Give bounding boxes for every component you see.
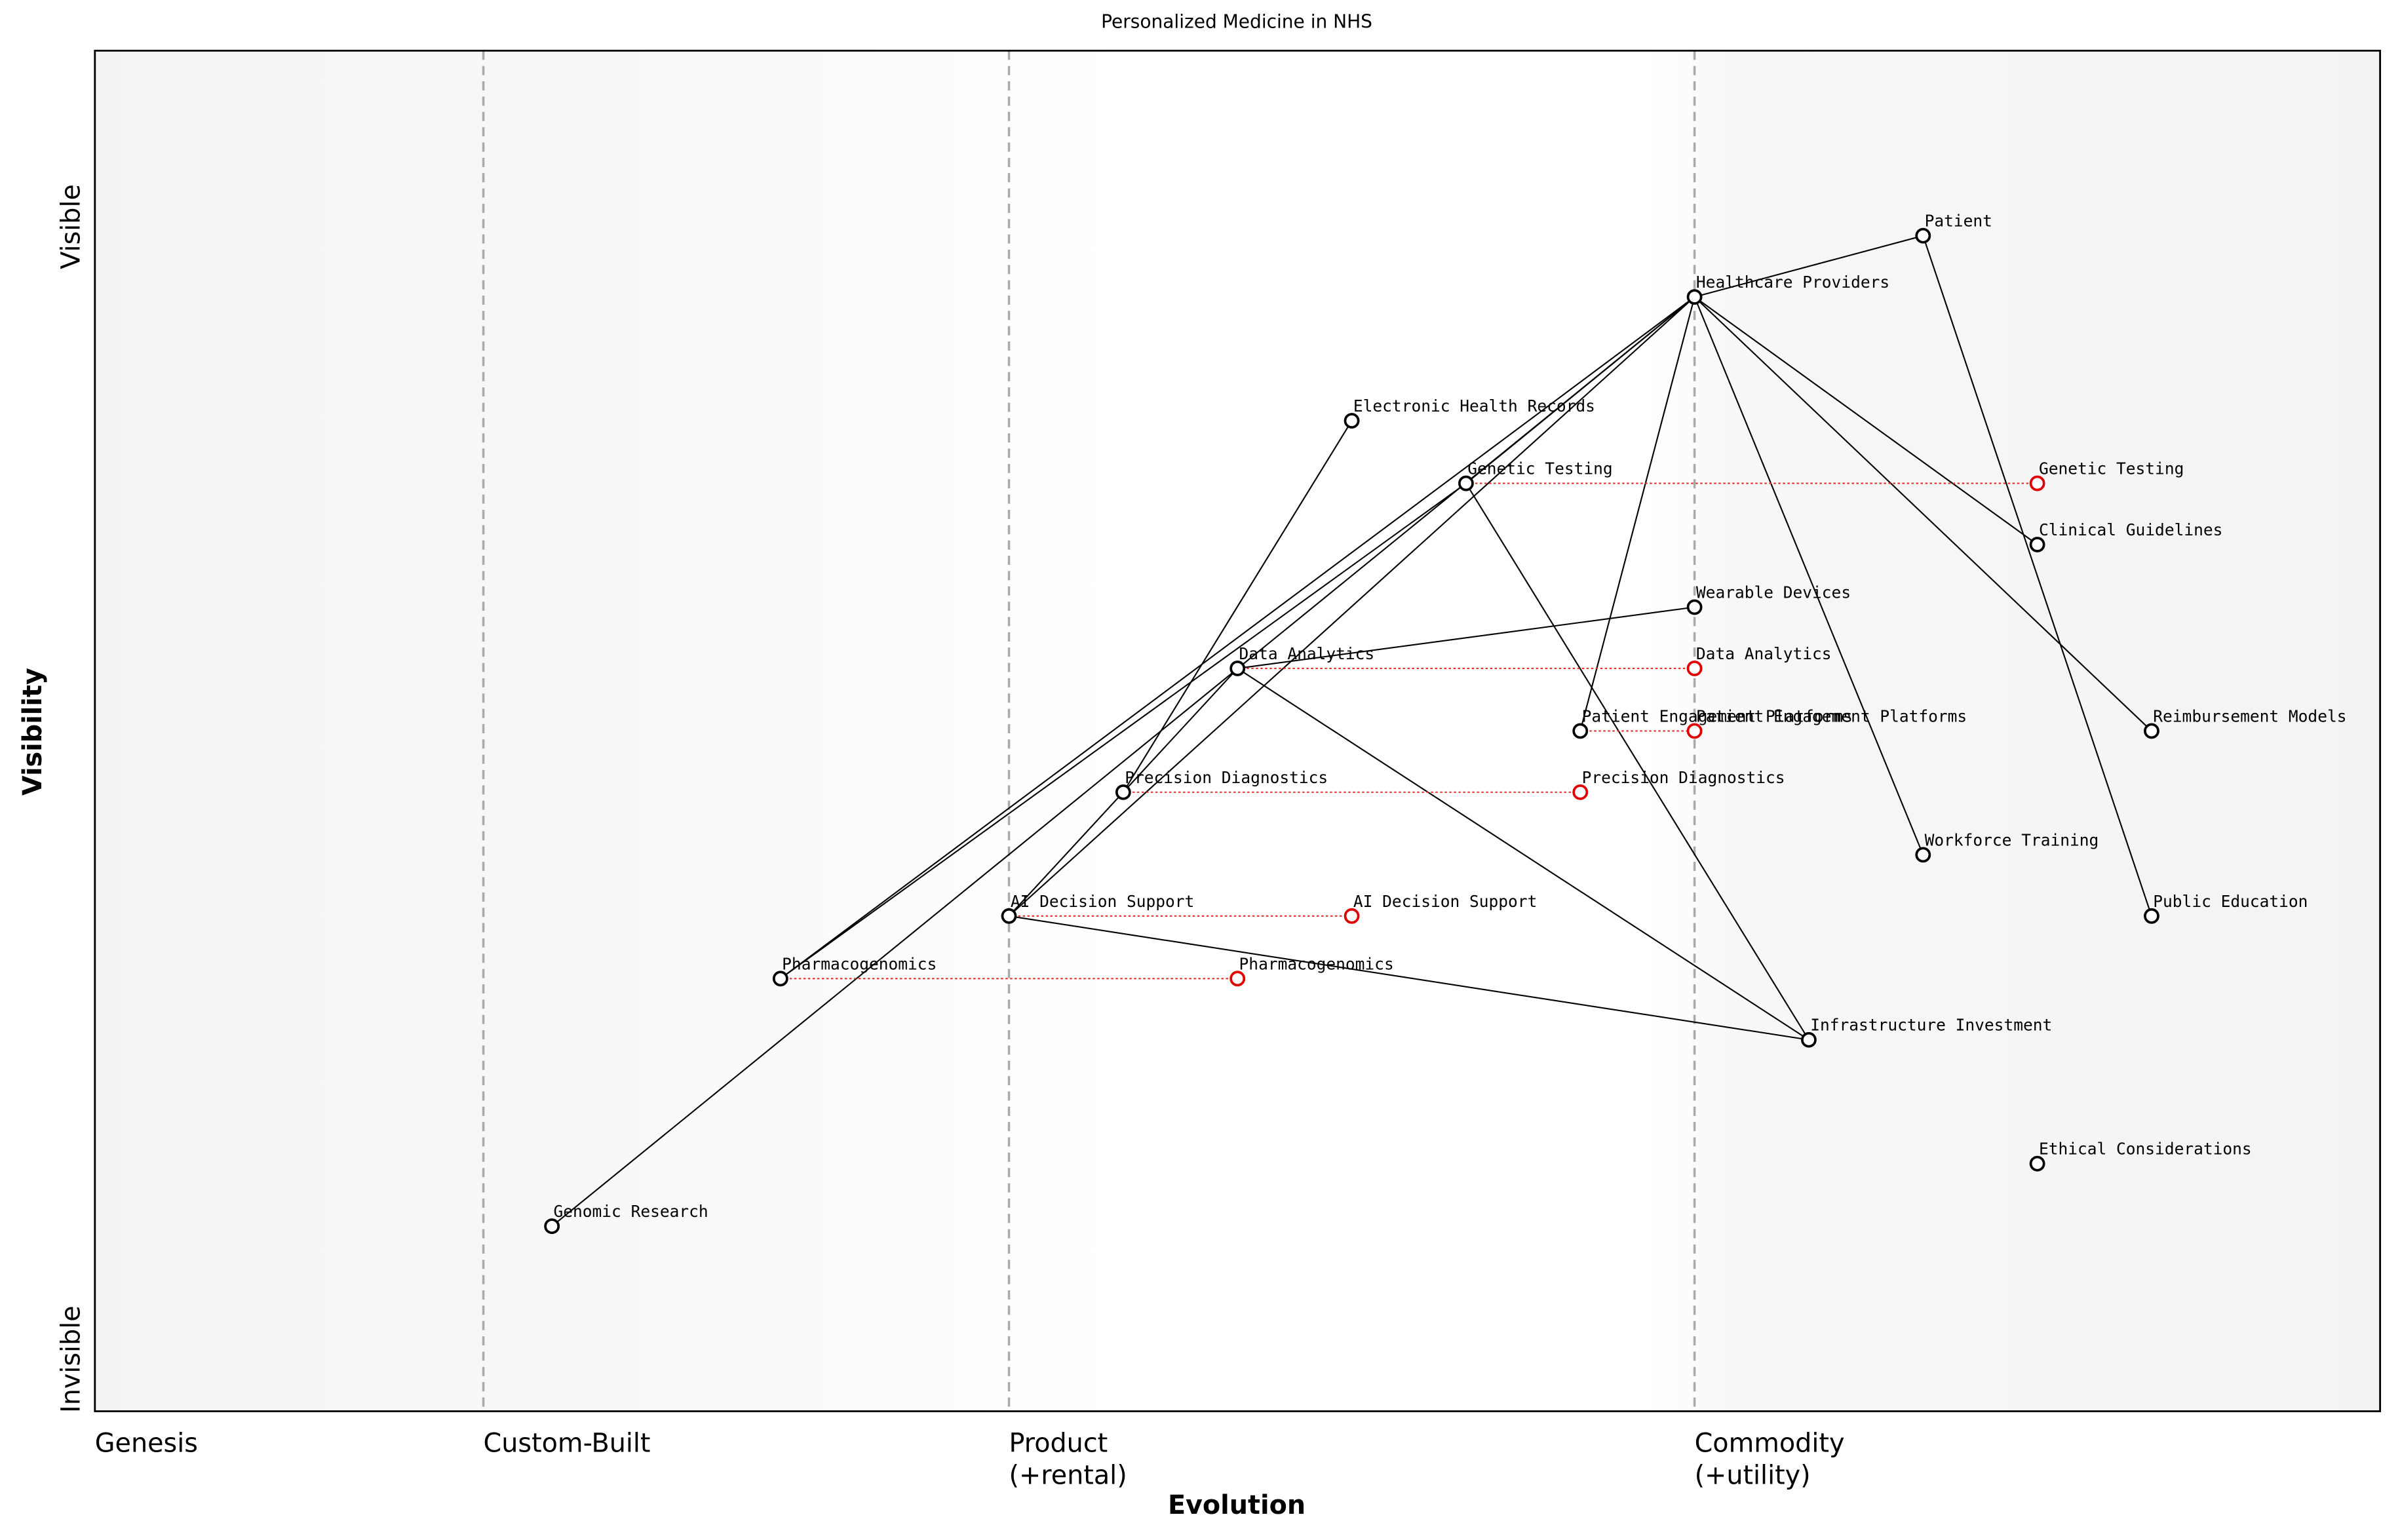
evolved-node-label: Pharmacogenomics bbox=[1239, 954, 1394, 973]
component-node bbox=[1458, 475, 1474, 491]
component-label: Infrastructure Investment bbox=[1810, 1016, 2052, 1035]
dependency-link bbox=[1237, 668, 1810, 1041]
evolved-node-label: Patient Engagement Platforms bbox=[1696, 706, 1967, 725]
component-node bbox=[544, 1218, 560, 1235]
y-bottom-label: Invisible bbox=[56, 1305, 86, 1413]
component-node bbox=[1915, 227, 1931, 244]
dependency-link bbox=[1579, 296, 1695, 731]
component-label: Ethical Considerations bbox=[2039, 1140, 2252, 1159]
component-node bbox=[1344, 413, 1360, 429]
component-label: Patient bbox=[1925, 212, 1992, 231]
component-node bbox=[2144, 723, 2159, 739]
component-label: Workforce Training bbox=[1925, 830, 2099, 849]
evolved-node-label: Precision Diagnostics bbox=[1582, 768, 1785, 787]
component-label: AI Decision Support bbox=[1011, 892, 1194, 911]
stage-label: (+utility) bbox=[1695, 1460, 1811, 1490]
x-axis-label: Evolution bbox=[1168, 1490, 1306, 1520]
component-label: Healthcare Providers bbox=[1696, 273, 1889, 292]
dependency-link bbox=[1694, 296, 2038, 545]
component-label: Patient Engagement Platforms bbox=[1582, 706, 1853, 725]
component-node bbox=[1229, 661, 1246, 676]
stage-label: Product bbox=[1009, 1428, 1108, 1458]
component-node bbox=[1572, 723, 1589, 739]
evolved-node bbox=[1686, 723, 1703, 739]
title: Personalized Medicine in NHS bbox=[1101, 10, 1372, 32]
component-node bbox=[1686, 289, 1703, 305]
dependency-link bbox=[1465, 483, 1810, 1041]
component-node bbox=[1001, 908, 1017, 924]
dependency-link bbox=[1694, 296, 1924, 855]
component-node bbox=[1686, 599, 1703, 615]
component-node bbox=[1115, 784, 1131, 800]
dependency-link bbox=[1694, 235, 1924, 298]
dependency-link bbox=[1237, 606, 1695, 669]
dependency-link bbox=[1122, 420, 1353, 793]
component-node bbox=[2029, 537, 2045, 552]
dependency-link bbox=[1694, 296, 2152, 732]
component-label: Genomic Research bbox=[554, 1202, 708, 1221]
component-label: Reimbursement Models bbox=[2153, 706, 2346, 725]
dependency-link bbox=[780, 296, 1695, 980]
evolved-node bbox=[2029, 475, 2045, 491]
component-label: Public Education bbox=[2153, 892, 2308, 911]
dependency-link bbox=[1009, 915, 1810, 1041]
component-node bbox=[1915, 847, 1931, 863]
component-node bbox=[1801, 1031, 1817, 1048]
component-label: Genetic Testing bbox=[1467, 459, 1612, 478]
dependency-link bbox=[1008, 296, 1695, 917]
component-label: Wearable Devices bbox=[1696, 583, 1851, 602]
dependency-link bbox=[1922, 235, 2152, 917]
component-node bbox=[2144, 908, 2159, 924]
component-label: Clinical Guidelines bbox=[2039, 520, 2222, 539]
stage-label: Custom-Built bbox=[484, 1428, 651, 1458]
component-label: Electronic Health Records bbox=[1353, 396, 1595, 415]
stage-label: (+rental) bbox=[1009, 1460, 1127, 1490]
dependency-link bbox=[551, 296, 1695, 1227]
evolved-node-label: AI Decision Support bbox=[1353, 892, 1537, 911]
component-label: Precision Diagnostics bbox=[1125, 768, 1328, 787]
evolved-node-label: Data Analytics bbox=[1696, 644, 1832, 663]
stage-label: Commodity bbox=[1695, 1428, 1845, 1458]
y-top-label: Visible bbox=[56, 184, 86, 269]
component-label: Pharmacogenomics bbox=[782, 954, 937, 973]
plot-background bbox=[94, 50, 2380, 1412]
evolved-node-label: Genetic Testing bbox=[2039, 459, 2184, 478]
component-node bbox=[772, 971, 788, 987]
evolved-node bbox=[1686, 661, 1703, 676]
dependency-link bbox=[780, 482, 1467, 980]
component-node bbox=[2029, 1155, 2045, 1172]
stage-label: Genesis bbox=[95, 1428, 198, 1458]
y-axis-label: Visibility bbox=[18, 668, 48, 796]
evolved-node bbox=[1572, 784, 1589, 800]
plot-frame bbox=[94, 49, 2382, 1412]
evolved-node bbox=[1344, 908, 1360, 924]
component-label: Data Analytics bbox=[1239, 644, 1375, 663]
evolved-node bbox=[1229, 971, 1246, 987]
